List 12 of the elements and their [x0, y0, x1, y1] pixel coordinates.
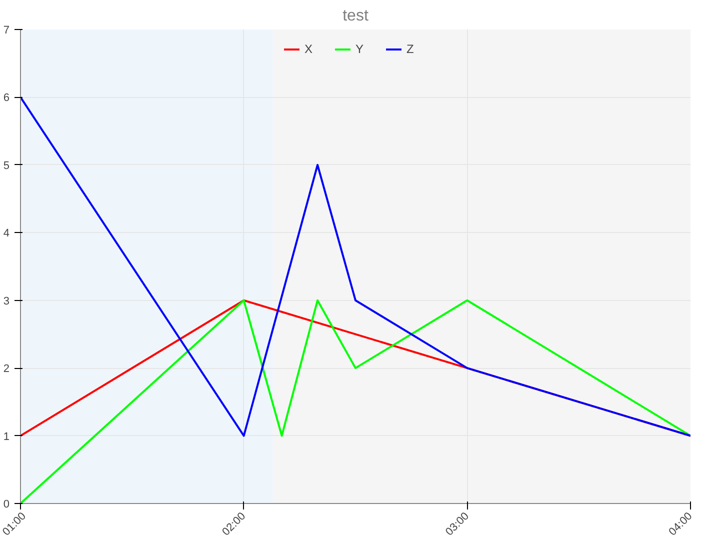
legend-label: X [304, 42, 314, 56]
y-tick-label: 0 [3, 498, 10, 510]
y-tick-label: 4 [3, 228, 10, 240]
legend-label: Y [356, 42, 365, 56]
y-tick-label: 1 [3, 430, 10, 443]
y-tick-label: 6 [3, 92, 10, 104]
y-tick-label: 3 [3, 295, 10, 308]
chart-title: test [342, 8, 369, 24]
y-tick-label: 5 [3, 160, 10, 172]
legend-label: Z [406, 42, 415, 56]
y-tick-label: 7 [3, 24, 10, 36]
y-tick-label: 2 [3, 363, 10, 376]
